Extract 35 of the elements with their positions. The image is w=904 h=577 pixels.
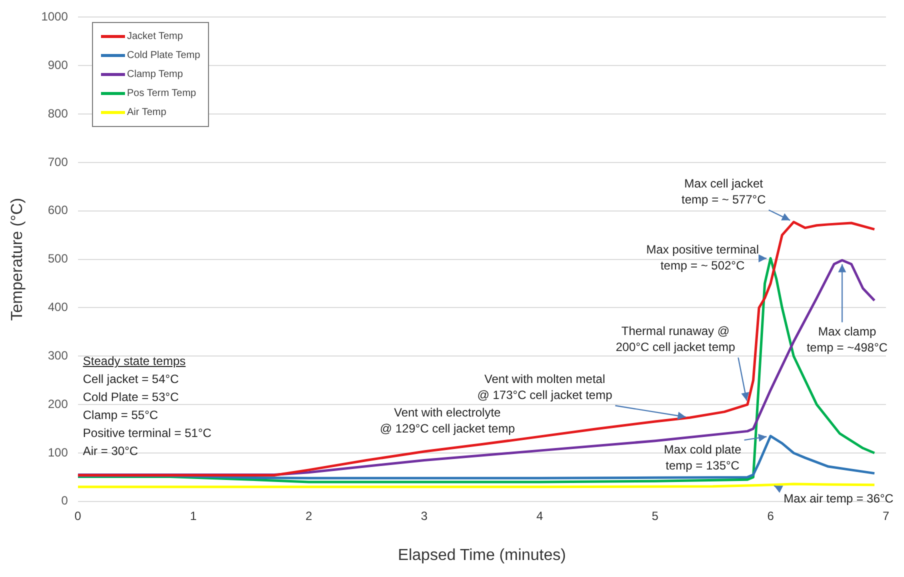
x-tick-label: 1: [190, 508, 197, 523]
x-tick-label: 2: [305, 508, 312, 523]
legend-label: Cold Plate Temp: [127, 50, 200, 61]
x-tick-label: 5: [652, 508, 659, 523]
y-tick-label: 800: [48, 106, 68, 120]
x-tick-label: 7: [882, 508, 890, 523]
legend-label: Pos Term Temp: [127, 88, 196, 99]
annotation: Steady state temps Cell jacket = 54°C Cold Plate = 53°C Clamp = 55°C Positive terminal = 51°C Air = 30°C: [82, 353, 212, 460]
annotation: Max air temp = 36°C: [784, 491, 894, 506]
y-tick-label: 0: [61, 494, 68, 508]
y-tick-label: 200: [48, 396, 68, 411]
y-tick-label: 400: [48, 300, 68, 314]
x-tick-label: 6: [767, 508, 774, 523]
y-tick-label: 300: [48, 348, 68, 362]
y-tick-label: 900: [48, 58, 68, 72]
x-tick-label: 0: [74, 508, 82, 523]
legend-label: Air Temp: [127, 107, 166, 118]
annotation: Max cold plate temp = 135°C: [664, 442, 742, 472]
x-axis-title: Elapsed Time (minutes): [398, 546, 566, 564]
y-tick-label: 500: [48, 252, 68, 266]
x-tick-label: 4: [536, 508, 544, 523]
legend-label: Jacket Temp: [127, 31, 183, 42]
y-tick-label: 700: [48, 154, 68, 169]
y-tick-label: 600: [48, 203, 68, 218]
annotation: Max cell jacket temp = ~ 577°C: [682, 176, 766, 206]
x-tick-label: 3: [420, 508, 428, 523]
annotation: Max clamp temp = ~498°C: [806, 324, 888, 355]
legend-label: Clamp Temp: [127, 69, 183, 80]
y-axis-title: Temperature (°C): [9, 198, 26, 321]
annotation: Vent with electrolyte @ 129°C cell jacket temp: [380, 405, 516, 436]
annotation: Thermal runaway @ 200°C cell jacket temp: [616, 324, 736, 354]
annotation: Max positive terminal temp = ~ 502°C: [646, 242, 759, 273]
y-tick-label: 1000: [41, 10, 68, 24]
y-tick-label: 100: [48, 445, 68, 460]
annotation: Vent with molten metal @ 173°C cell jacket temp: [477, 372, 613, 402]
